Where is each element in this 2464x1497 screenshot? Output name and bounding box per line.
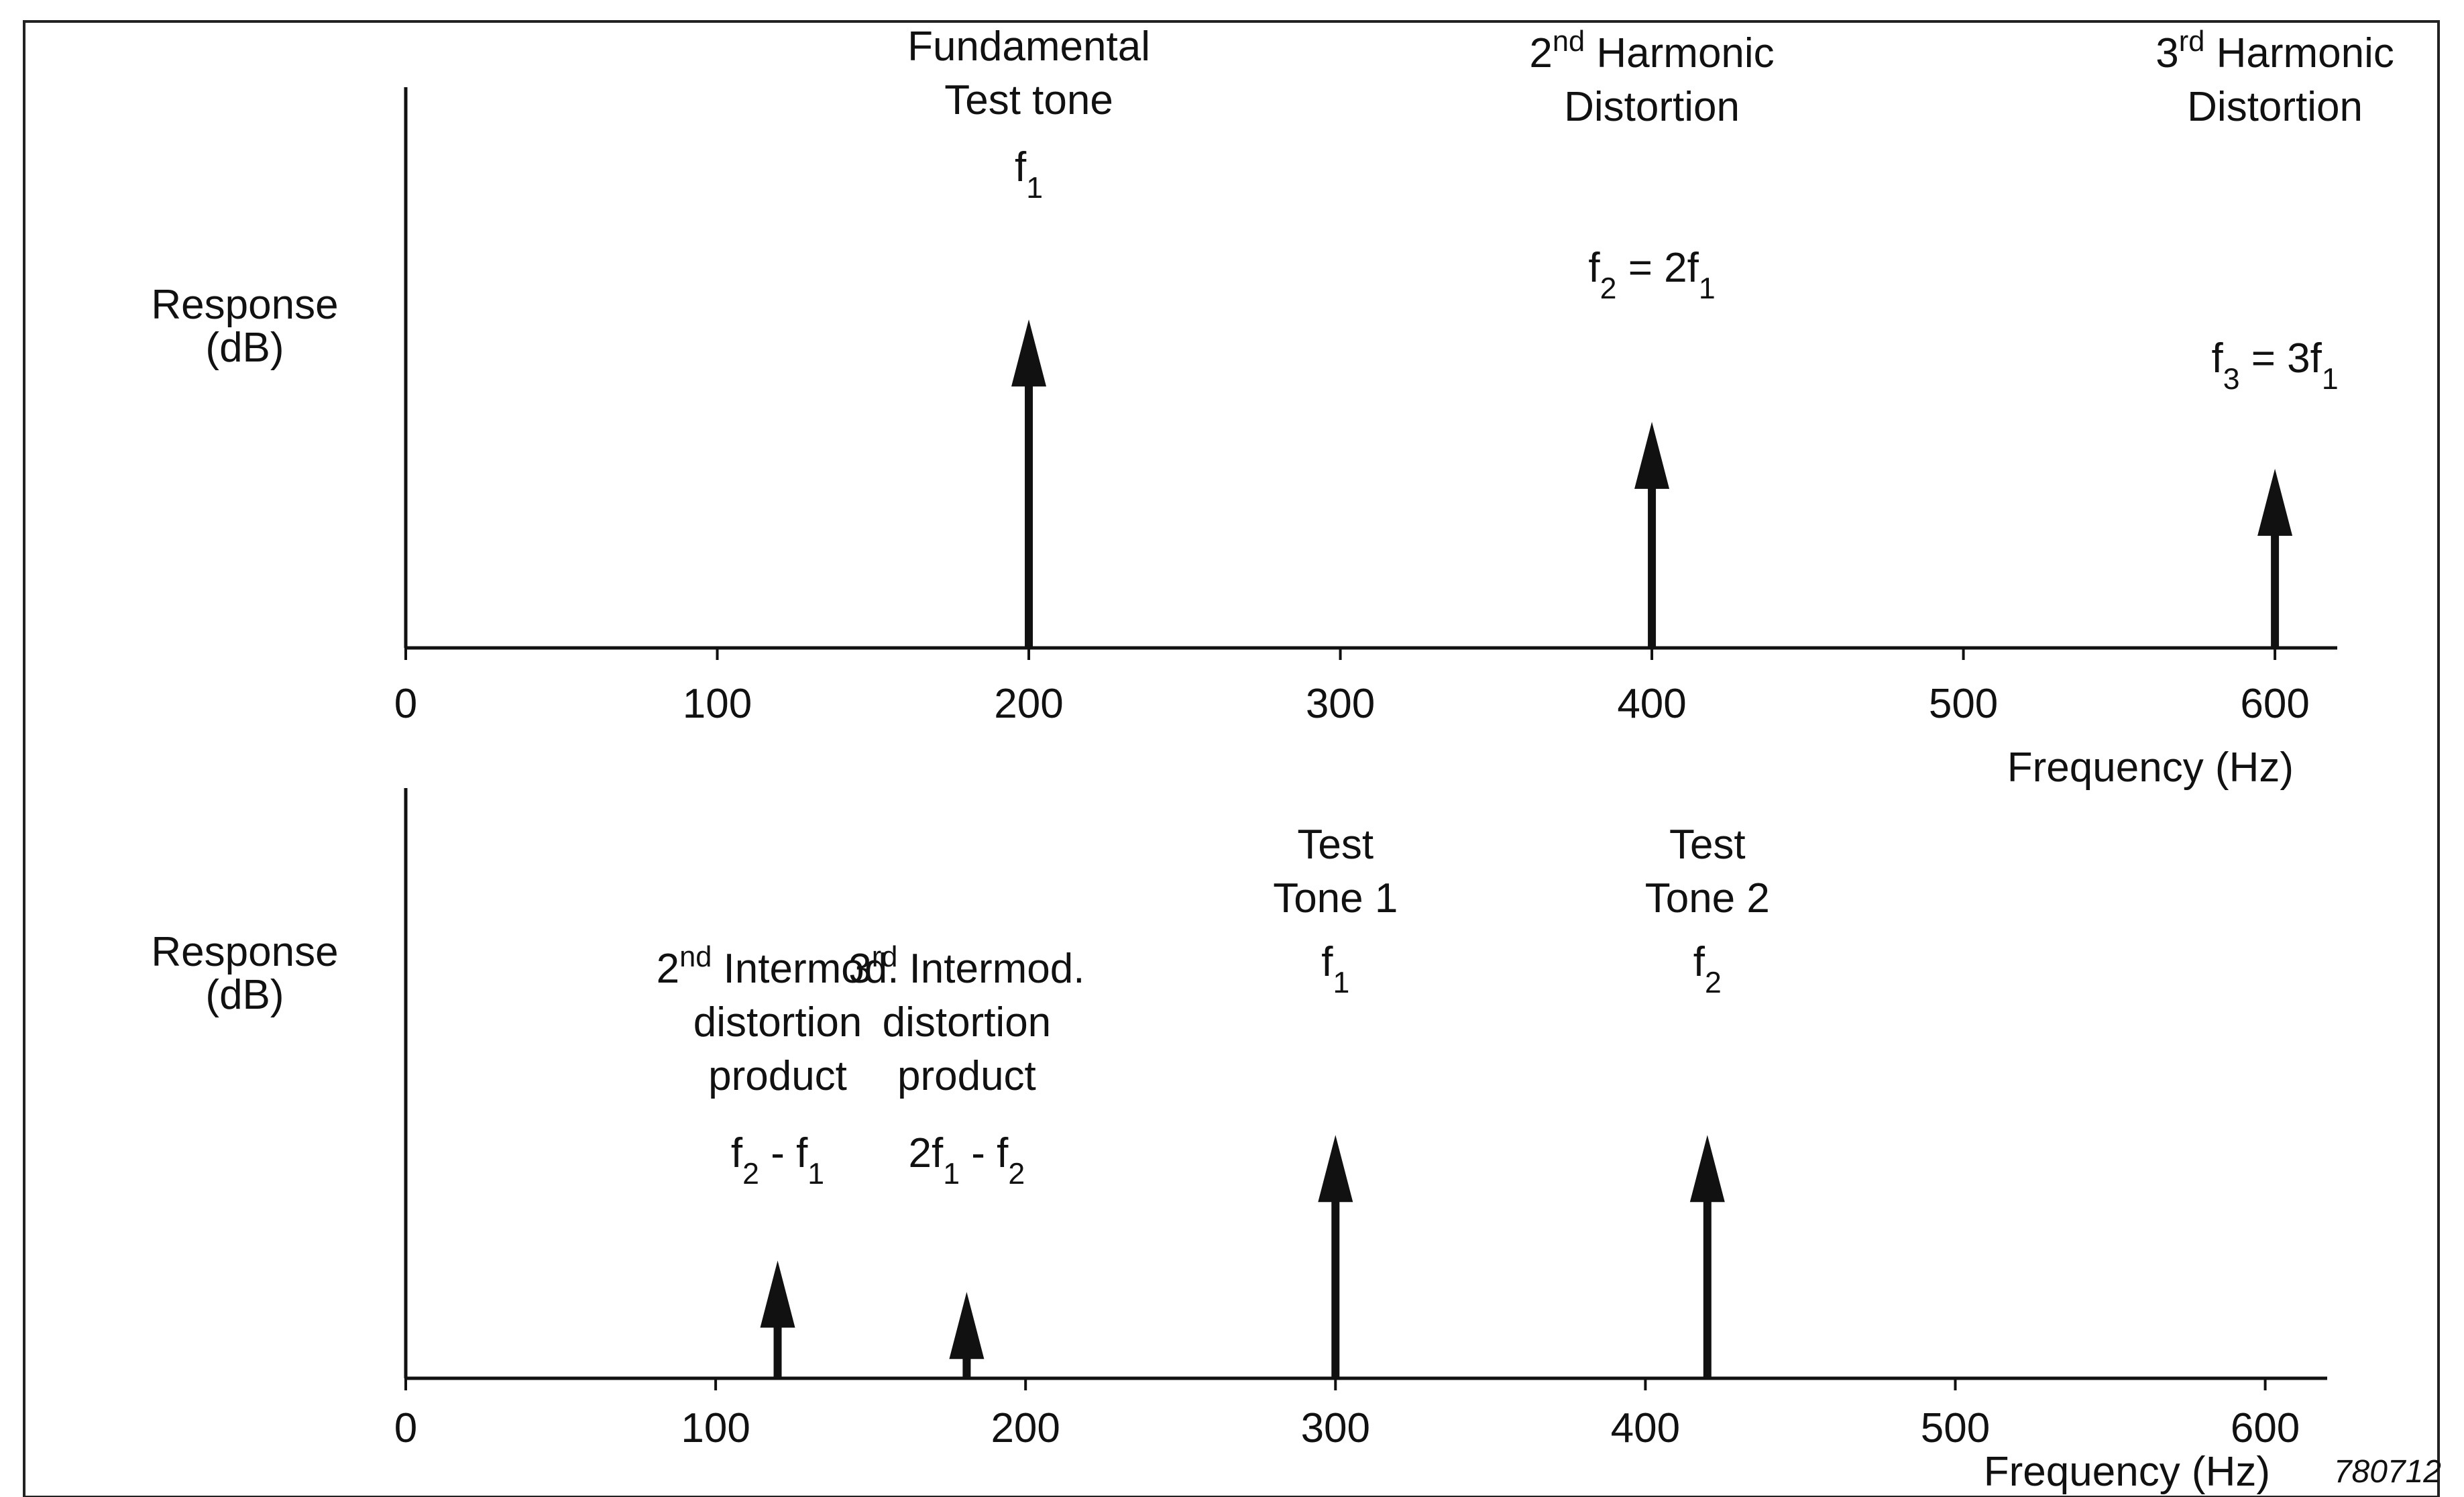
x-tick-label: 200 [994,681,1063,727]
x-tick-label: 600 [2231,1405,2300,1451]
spectral-line-label: Test [1297,822,1374,868]
figure-frame [23,20,2440,1497]
spectral-line-label: product [897,1053,1036,1099]
spectral-line-label: distortion [693,999,862,1046]
x-tick-label: 500 [1929,681,1998,727]
spectral-line-label: Tone 2 [1645,875,1770,922]
x-tick-label: 100 [683,681,752,727]
x-tick-label: 500 [1921,1405,1990,1451]
spectral-line-label: product [708,1053,847,1099]
x-axis-label: Frequency (Hz) [2007,744,2294,791]
figure-id: 780712 [2334,1454,2441,1490]
spectral-line-arrowhead [1634,421,1670,489]
spectral-line-label: Test [1669,822,1746,868]
x-tick-label: 300 [1301,1405,1370,1451]
spectral-line-formula: 2f1 - f2 [909,1130,1025,1190]
x-axis-label: Frequency (Hz) [1984,1449,2270,1495]
spectral-line-arrowhead [760,1260,795,1328]
spectral-line-label: 2nd Harmonic [1529,25,1774,76]
x-tick-label: 600 [2240,681,2309,727]
spectral-line-arrowhead [2257,468,2293,536]
spectral-line-label: 3rd Intermod. [848,941,1084,992]
spectral-line-arrowhead [1011,319,1047,387]
spectral-line-arrowhead [1689,1135,1725,1203]
spectral-line-arrowhead [949,1292,985,1360]
x-tick-label: 0 [394,681,417,727]
spectral-line-formula: f2 = 2f1 [1588,245,1715,305]
x-tick-label: 400 [1611,1405,1680,1451]
spectral-line-label: Distortion [1564,84,1740,130]
spectral-line-label: 3rd Harmonic [2155,25,2394,76]
x-tick-label: 400 [1617,681,1686,727]
y-axis-label: Response (dB) [151,929,338,1018]
harmonic-distortion-panel: Response (dB) 0 100 200 300 400 500 600 Frequency… [151,23,2394,791]
y-axis-label: Response (dB) [151,282,338,371]
intermodulation-distortion-panel: Response (dB) 0 100 200 300 400 500 600Frequency… [151,788,2327,1495]
spectral-line-formula: f3 = 3f1 [2211,335,2338,396]
x-tick-label: 200 [991,1405,1060,1451]
spectral-line-formula: f1 [1321,939,1349,999]
x-tick-label: 0 [394,1405,417,1451]
spectral-line-formula: f2 - f1 [731,1130,824,1190]
spectral-line-label: Distortion [2187,84,2363,130]
x-tick-label: 100 [681,1405,750,1451]
x-tick-label: 300 [1306,681,1375,727]
spectral-line-arrowhead [1318,1135,1353,1203]
spectral-line-label: distortion [883,999,1052,1046]
spectral-line-formula: f1 [1015,144,1043,205]
spectral-line-label: Fundamental [907,23,1150,70]
spectral-line-formula: f2 [1693,939,1722,999]
spectral-line-label: Test tone [944,77,1113,123]
spectral-line-label: Tone 1 [1273,875,1398,922]
spectral-line-label: 2nd Intermod. [657,941,899,992]
